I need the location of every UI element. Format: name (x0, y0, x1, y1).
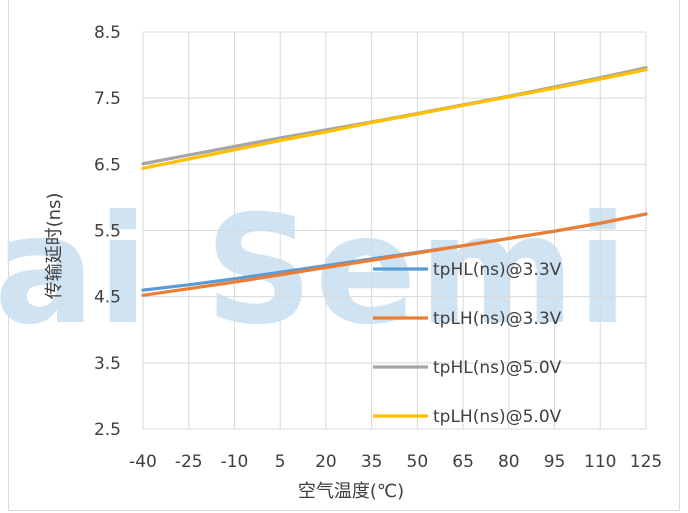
gridlines (142, 31, 647, 430)
y-tick-labels: 8.5 7.5 6.5 5.5 4.5 3.5 2.5 (94, 23, 121, 440)
y-tick-label: 2.5 (94, 420, 121, 440)
legend: tpHL(ns)@3.3V tpLH(ns)@3.3V tpHL(ns)@5.0V t… (373, 260, 562, 427)
series-line-2 (141, 66, 648, 166)
x-tick-label: 65 (452, 452, 474, 472)
x-tick-label: 95 (544, 452, 566, 472)
legend-label: tpLH(ns)@5.0V (433, 407, 562, 427)
y-tick-label: 7.5 (94, 89, 121, 109)
x-tick-label: 50 (407, 452, 429, 472)
series-lines (141, 66, 648, 297)
y-tick-label: 6.5 (94, 155, 121, 175)
x-tick-label: 125 (630, 452, 662, 472)
x-axis-title: 空气温度(℃) (298, 481, 404, 502)
legend-label: tpHL(ns)@5.0V (433, 358, 562, 378)
chart-frame (8, 0, 680, 511)
legend-label: tpHL(ns)@3.3V (433, 260, 562, 280)
y-tick-label: 5.5 (94, 222, 121, 242)
series-line-1 (141, 212, 648, 297)
series-line-0 (141, 212, 648, 292)
x-tick-label: 110 (584, 452, 616, 472)
y-tick-label: 3.5 (94, 354, 121, 374)
y-axis-title: 传输延时(ns) (44, 193, 65, 300)
x-tick-label: -10 (221, 452, 249, 472)
x-tick-label: 20 (315, 452, 337, 472)
x-tick-label: -25 (175, 452, 203, 472)
y-tick-label: 8.5 (94, 23, 121, 43)
y-tick-label: 4.5 (94, 288, 121, 308)
x-tick-labels: -40 -25 -10 5 20 35 50 65 80 95 110 125 (129, 452, 662, 472)
x-tick-label: 80 (498, 452, 520, 472)
legend-label: tpLH(ns)@3.3V (433, 309, 562, 329)
x-tick-label: -40 (129, 452, 157, 472)
x-tick-label: 5 (275, 452, 286, 472)
x-tick-label: 35 (361, 452, 383, 472)
series-line-3 (141, 68, 648, 170)
